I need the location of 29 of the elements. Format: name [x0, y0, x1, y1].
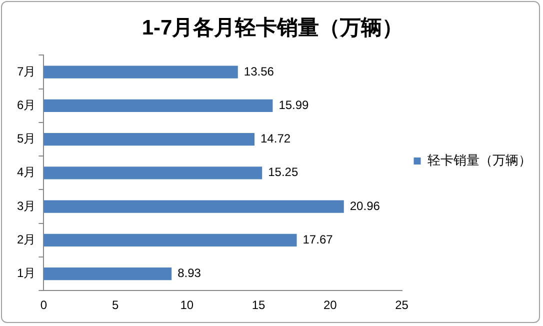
y-tick-label: 2月: [16, 232, 36, 246]
bar: [44, 66, 238, 78]
y-tick-label: 6月: [16, 98, 36, 112]
y-tick-label: 7月: [16, 64, 36, 78]
data-label: 14.72: [260, 132, 291, 146]
y-tick-label: 5月: [16, 132, 36, 146]
x-tick-label: 20: [323, 298, 338, 312]
y-tick-label: 4月: [16, 165, 36, 180]
y-tick-label: 1月: [16, 266, 36, 280]
x-tick-label: 25: [395, 298, 409, 312]
data-label: 15.99: [278, 98, 310, 112]
x-tick-label: 5: [112, 298, 119, 312]
chart-title: 1-7月各月轻卡销量（万辆）: [142, 16, 404, 40]
bar: [44, 267, 172, 280]
y-tick-label: 3月: [16, 198, 36, 213]
legend-label: 轻卡销量（万辆）: [427, 152, 532, 168]
data-label: 13.56: [244, 64, 274, 78]
bar: [44, 132, 255, 146]
bar: [44, 200, 344, 213]
x-tick-label: 15: [252, 298, 266, 312]
bar: [44, 166, 262, 180]
x-tick-label: 10: [180, 298, 194, 312]
bar: [44, 99, 273, 112]
data-label: 8.93: [178, 266, 202, 280]
bar: [44, 234, 297, 246]
data-label: 20.96: [350, 198, 380, 213]
data-label: 17.67: [302, 232, 334, 246]
x-tick-label: 0: [40, 298, 48, 312]
data-label: 15.25: [268, 165, 298, 180]
